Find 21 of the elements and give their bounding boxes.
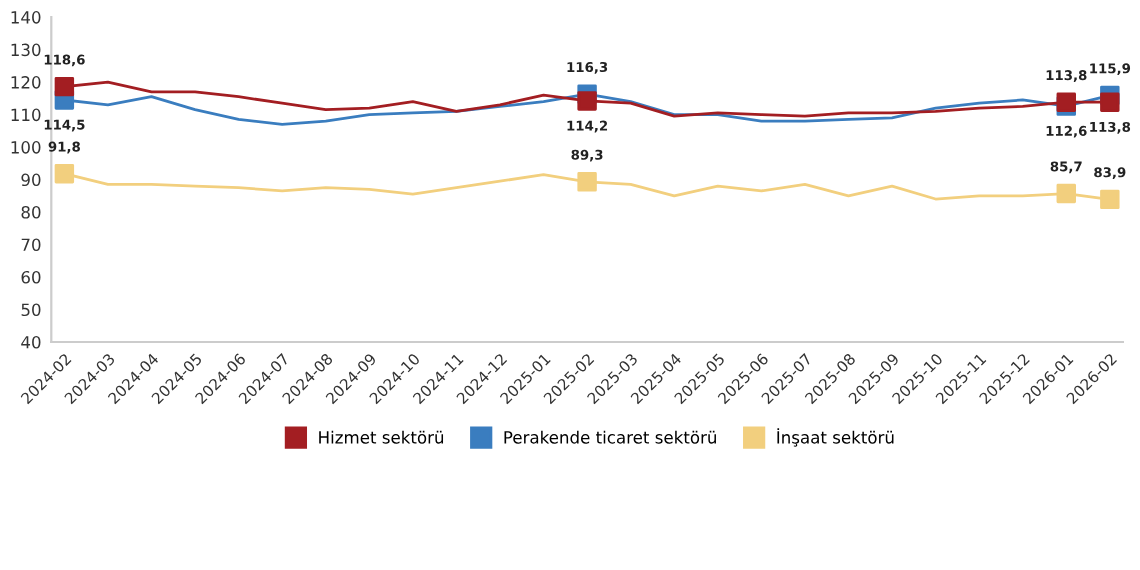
point	[54, 76, 75, 97]
y-tick-label: 120	[11, 76, 41, 89]
y-tick-label: 70	[21, 238, 41, 252]
y-tick-label: 100	[11, 141, 41, 154]
y-tick-label: 60	[21, 270, 41, 284]
y-tick-label: 140	[11, 11, 41, 24]
legend-label: Hizmet sektörü	[319, 430, 444, 444]
point	[1100, 92, 1120, 112]
point	[1056, 183, 1076, 204]
point	[1100, 189, 1120, 210]
y-tick-label: 110	[11, 108, 41, 122]
y-tick-label: 130	[11, 43, 41, 57]
y-tick-label: 90	[21, 173, 41, 187]
point	[54, 163, 75, 184]
y-tick-label: 40	[21, 335, 41, 349]
y-tick-label: 80	[21, 206, 41, 219]
legend-label: Perakende ticaret sektörü	[504, 430, 716, 444]
legend-label: İnşaat sektörü	[777, 428, 894, 447]
y-tick-label: 50	[21, 303, 41, 317]
point	[577, 91, 597, 111]
point	[577, 172, 597, 192]
